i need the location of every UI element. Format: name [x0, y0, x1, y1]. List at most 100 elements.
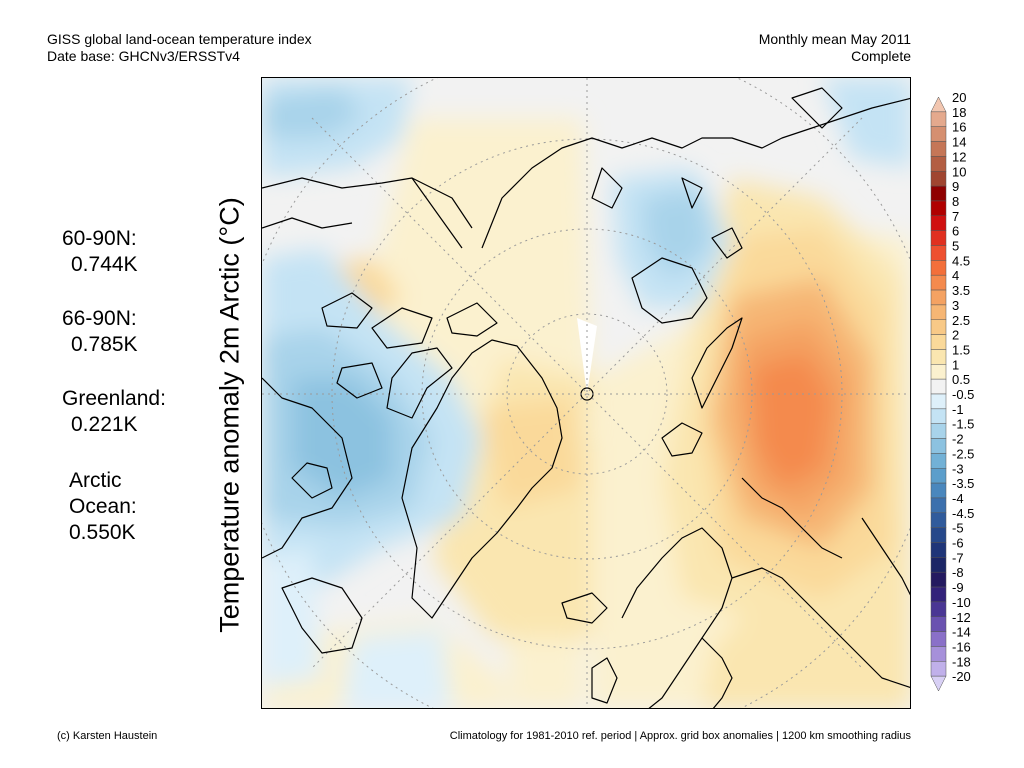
colorbar-tick-label: -5	[952, 521, 964, 536]
colorbar-tick-label: 18	[952, 105, 966, 120]
colorbar-segment	[930, 646, 947, 662]
status-label: Complete	[851, 48, 911, 64]
colorbar-segment	[930, 557, 947, 573]
colorbar-segment	[930, 334, 947, 350]
colorbar-segment	[930, 512, 947, 528]
colorbar-segment	[930, 260, 947, 276]
colorbar-segment	[930, 245, 947, 261]
colorbar-tick-label: 9	[952, 179, 959, 194]
colorbar-tick-label: -7	[952, 550, 964, 565]
header-left: GISS global land-ocean temperature index…	[47, 31, 312, 65]
stat-greenland-label: Greenland:	[62, 387, 166, 410]
colorbar-tick-label: 7	[952, 209, 959, 224]
colorbar-segment	[930, 378, 947, 395]
header-right: Monthly mean May 2011 Complete	[759, 31, 911, 65]
colorbar-segment	[930, 527, 947, 543]
colorbar-segment	[930, 200, 947, 217]
colorbar-segment	[930, 661, 947, 677]
stat-arctic-ocean: Arctic Ocean: 0.550K	[69, 468, 137, 546]
colorbar-segment	[930, 304, 947, 320]
colorbar-segment	[930, 675, 947, 692]
colorbar-segment	[930, 215, 947, 231]
stat-66-90n-value: 0.785K	[71, 333, 138, 356]
colorbar-segment	[930, 586, 947, 603]
colorbar-segment	[930, 616, 947, 632]
colorbar: 20 18 16 14 12 10 9 8 7 6 5 4.5 4 3.5 3 2.5 2 1.5 1 0.5 -0.5…	[929, 87, 989, 712]
map-y-axis-label: Temperature anomaly 2m Arctic (°C)	[214, 197, 245, 633]
colorbar-tick-label: -6	[952, 536, 964, 551]
colorbar-segment	[930, 349, 947, 365]
colorbar-tick-label: -12	[952, 610, 971, 625]
colorbar-tick-label: 4	[952, 268, 959, 283]
credit-label: (c) Karsten Haustein	[57, 730, 158, 742]
colorbar-tick-label: -4.5	[952, 506, 974, 521]
colorbar-tick-label: 3	[952, 298, 959, 313]
colorbar-segment	[930, 453, 947, 469]
colorbar-segment	[930, 319, 947, 335]
colorbar-tick-label: -18	[952, 654, 971, 669]
colorbar-segment	[930, 96, 947, 113]
colorbar-segment	[930, 571, 947, 588]
colorbar-tick-label: 10	[952, 164, 966, 179]
colorbar-segment	[930, 423, 947, 439]
colorbar-segment	[930, 289, 947, 306]
database-label: Date base: GHCNv3/ERSSTv4	[47, 48, 240, 64]
colorbar-tick-label: 1	[952, 357, 959, 372]
map-canvas	[262, 78, 910, 708]
colorbar-tick-label: -0.5	[952, 387, 974, 402]
colorbar-tick-label: -1	[952, 402, 964, 417]
stat-66-90n-label: 66-90N:	[62, 307, 137, 330]
colorbar-segment	[930, 438, 947, 454]
colorbar-tick-label: -2.5	[952, 446, 974, 461]
colorbar-tick-label: -8	[952, 565, 964, 580]
colorbar-segment	[930, 126, 947, 142]
colorbar-segment	[930, 111, 947, 127]
period-label: Monthly mean May 2011	[758, 31, 911, 47]
colorbar-tick-label: -16	[952, 639, 971, 654]
colorbar-tick-label: 16	[952, 120, 966, 135]
colorbar-segment	[930, 408, 947, 424]
colorbar-segment	[930, 631, 947, 647]
colorbar-segment	[930, 542, 947, 558]
colorbar-segment	[930, 393, 947, 410]
graticule	[262, 78, 910, 708]
stat-arctic-value: 0.550K	[69, 521, 136, 544]
footer-notes: Climatology for 1981-2010 ref. period | …	[449, 730, 911, 742]
arctic-anomaly-map	[261, 77, 911, 709]
anomaly-fields	[262, 78, 910, 708]
stat-greenland: Greenland: 0.221K	[62, 386, 166, 438]
colorbar-segment	[930, 497, 947, 514]
colorbar-tick-label: 12	[952, 149, 966, 164]
stat-greenland-value: 0.221K	[71, 413, 138, 436]
colorbar-tick-label: 4.5	[952, 253, 970, 268]
stat-60-90n: 60-90N: 0.744K	[62, 226, 138, 278]
colorbar-tick-label: -10	[952, 595, 971, 610]
colorbar-segment	[930, 171, 947, 187]
colorbar-canvas: 201816141210987654.543.532.521.510.5-0.5…	[930, 90, 974, 692]
stat-60-90n-label: 60-90N:	[62, 227, 137, 250]
index-title: GISS global land-ocean temperature index	[47, 31, 312, 47]
colorbar-tick-label: -3	[952, 461, 964, 476]
colorbar-segment	[930, 156, 947, 172]
colorbar-tick-label: 6	[952, 224, 959, 239]
colorbar-tick-label: 14	[952, 135, 966, 150]
colorbar-tick-label: 5	[952, 239, 959, 254]
coastlines	[262, 87, 910, 708]
stat-arctic-label-1: Arctic	[69, 469, 122, 492]
colorbar-segment	[930, 468, 947, 484]
colorbar-segment	[930, 274, 947, 291]
colorbar-tick-label: 20	[952, 90, 966, 105]
colorbar-segment	[930, 601, 947, 618]
colorbar-tick-label: 8	[952, 194, 959, 209]
colorbar-tick-label: 1.5	[952, 342, 970, 357]
colorbar-tick-label: -1.5	[952, 417, 974, 432]
colorbar-segment	[930, 230, 947, 246]
colorbar-tick-label: 0.5	[952, 372, 970, 387]
colorbar-segment	[930, 482, 947, 499]
stat-66-90n: 66-90N: 0.785K	[62, 306, 138, 358]
colorbar-tick-label: -4	[952, 491, 964, 506]
colorbar-tick-label: -3.5	[952, 476, 974, 491]
colorbar-segment	[930, 141, 947, 157]
colorbar-tick-label: -2	[952, 432, 964, 447]
stat-arctic-label-2: Ocean:	[69, 495, 137, 518]
